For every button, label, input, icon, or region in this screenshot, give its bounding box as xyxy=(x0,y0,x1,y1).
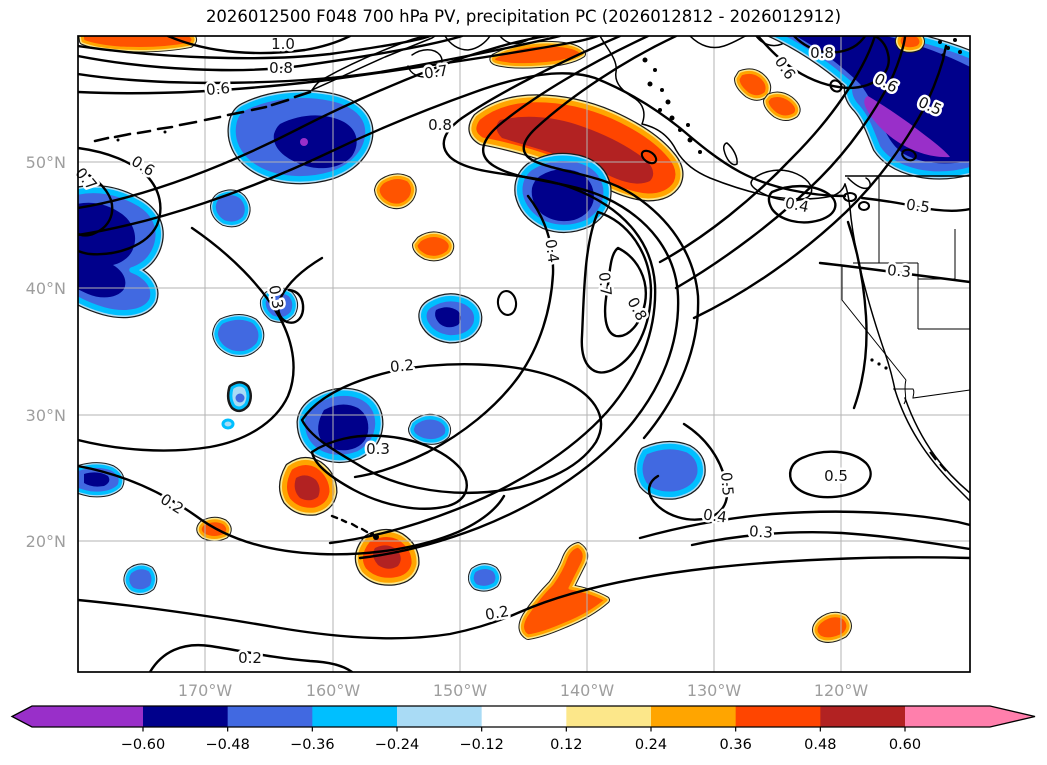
negative-anomaly-band xyxy=(766,36,970,180)
axis-labels: 170°W 160°W 150°W 140°W 130°W 120°W 50°N 40°N 30… xyxy=(26,153,869,700)
contour-label: 1.0 xyxy=(271,35,295,53)
contour-label: 0.2 xyxy=(238,649,262,667)
contour-label: 0.2 xyxy=(484,602,511,624)
contour-label: 0.3 xyxy=(886,261,911,281)
negative-anomaly-blob xyxy=(418,293,483,344)
y-tick-label: 40°N xyxy=(26,279,66,298)
y-tick-label: 30°N xyxy=(26,406,66,425)
colorbar-cell xyxy=(481,706,567,727)
colorbar-tick-label: 0.12 xyxy=(550,737,582,753)
contour-label: 0.5 xyxy=(717,471,737,496)
x-tick-label: 170°W xyxy=(178,681,233,700)
contour-label: 0.8 xyxy=(810,44,834,62)
contour-label: 0.3 xyxy=(748,522,773,542)
positive-anomaly-blob xyxy=(78,36,197,53)
colorbar-tick-label: 0.36 xyxy=(720,737,752,753)
colorbar-cell xyxy=(820,706,906,727)
contour-label: 0.8 xyxy=(428,116,452,134)
aleutian-islands xyxy=(93,90,312,143)
shaded-anomalies xyxy=(78,36,970,643)
colorbar-cell xyxy=(227,706,313,727)
contour-label: 0.4 xyxy=(783,194,810,217)
y-tick-label: 50°N xyxy=(26,153,66,172)
colorbar-extend-left xyxy=(12,706,143,727)
colorbar-tick-label: −0.36 xyxy=(290,737,334,753)
colorbar-outline xyxy=(10,705,1036,728)
x-tick-label: 130°W xyxy=(687,681,742,700)
positive-anomaly-band xyxy=(518,542,610,640)
x-tick-label: 160°W xyxy=(306,681,361,700)
contour-label: 0.3 xyxy=(366,440,390,458)
x-tick-label: 150°W xyxy=(433,681,488,700)
page-title: 2026012500 F048 700 hPa PV, precipitatio… xyxy=(205,7,842,26)
gridlines xyxy=(78,36,970,672)
contour-label: 0.7 xyxy=(595,271,615,296)
colorbar-cell xyxy=(566,706,652,727)
negative-anomaly-blob xyxy=(227,89,374,185)
contour-label: 0.6 xyxy=(128,152,158,180)
colorbar-tick-label: −0.48 xyxy=(205,737,249,753)
contour-lines xyxy=(78,36,970,672)
colorbar-tick-label: −0.60 xyxy=(121,737,165,753)
contour-label: 0.2 xyxy=(389,356,414,376)
contour-label: 0.5 xyxy=(905,195,931,216)
negative-anomaly-blob xyxy=(634,441,706,500)
positive-anomaly-blob xyxy=(196,516,232,542)
state-borders xyxy=(841,175,970,405)
negative-anomaly-blob xyxy=(78,462,158,596)
negative-anomaly-blob xyxy=(210,189,251,228)
colorbar-tick-label: 0.48 xyxy=(804,737,836,753)
colorbar-tick-label: −0.12 xyxy=(459,737,503,753)
colorbar-tick-label: −0.24 xyxy=(375,737,419,753)
extreme-negative-dot xyxy=(300,138,308,146)
positive-anomaly-blob xyxy=(812,611,852,643)
colorbar-cell xyxy=(143,706,229,727)
contour-label: 0.8 xyxy=(269,59,293,77)
x-tick-label: 120°W xyxy=(814,681,869,700)
tiny-negative-dot xyxy=(221,418,235,430)
colorbar-tick-label: 0.24 xyxy=(635,737,667,753)
contour-label: 0.5 xyxy=(824,467,848,485)
positive-anomaly-blob xyxy=(374,173,455,262)
y-tick-label: 20°N xyxy=(26,532,66,551)
colorbar-cell xyxy=(397,706,483,727)
colorbar-cell xyxy=(651,706,737,727)
contour-label: 0.7 xyxy=(423,61,449,82)
contour-label: 0.6 xyxy=(205,79,230,99)
colorbar-extend-right xyxy=(905,706,1035,727)
contour-label: 0.4 xyxy=(541,238,562,264)
contour-label: 0.4 xyxy=(702,505,728,526)
map-frame xyxy=(77,35,971,673)
positive-anomaly-blob xyxy=(734,36,925,121)
coastlines xyxy=(93,36,970,540)
positive-anomaly-blob xyxy=(354,529,420,586)
positive-anomaly-blob xyxy=(279,457,338,516)
colorbar-tick-label: 0.60 xyxy=(889,737,921,753)
hawaiian-islands xyxy=(330,514,369,534)
colorbar-cell xyxy=(735,706,821,727)
colorbar: −0.60 −0.48 −0.36 −0.24 −0.12 0.12 0.24 0.36 0.4… xyxy=(10,705,1036,753)
contour-label: 0.6 xyxy=(771,53,799,83)
x-tick-label: 140°W xyxy=(560,681,615,700)
colorbar-cell xyxy=(312,706,398,727)
